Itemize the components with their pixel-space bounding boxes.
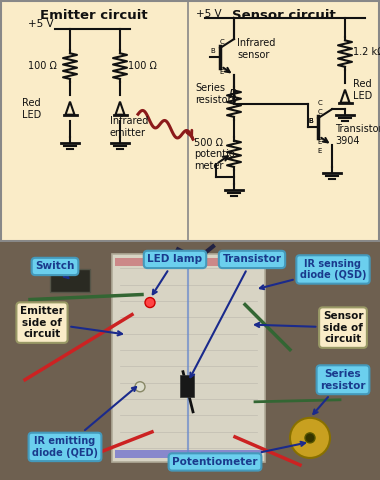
Text: 1.2 kΩ: 1.2 kΩ: [353, 47, 380, 57]
Text: C: C: [220, 39, 224, 45]
Bar: [115, 258, 262, 266]
Bar: [112, 254, 265, 462]
Text: B: B: [309, 118, 313, 124]
Text: Sensor
side of
circuit: Sensor side of circuit: [255, 311, 363, 344]
Text: IR emitting
diode (QED): IR emitting diode (QED): [32, 387, 136, 458]
Text: Sensor circuit: Sensor circuit: [232, 9, 336, 22]
Text: Infrared
emitter: Infrared emitter: [110, 117, 148, 138]
Circle shape: [290, 418, 330, 458]
Text: 500 Ω
potentio-
meter: 500 Ω potentio- meter: [194, 138, 238, 171]
Text: LED lamp: LED lamp: [147, 254, 203, 294]
Circle shape: [135, 382, 145, 392]
Text: 100 Ω: 100 Ω: [28, 61, 57, 71]
Text: E: E: [318, 148, 322, 154]
Bar: [50, 269, 90, 291]
Text: $R$: $R$: [228, 88, 238, 101]
Text: B: B: [211, 48, 215, 54]
Polygon shape: [116, 102, 125, 115]
Text: Potentiometer: Potentiometer: [172, 442, 305, 467]
Bar: [180, 375, 194, 397]
Text: Emitter circuit: Emitter circuit: [40, 9, 148, 22]
Polygon shape: [340, 90, 350, 103]
Text: Transistor: Transistor: [190, 254, 282, 377]
Text: +5 V: +5 V: [196, 9, 222, 19]
Text: Red
LED: Red LED: [22, 98, 41, 120]
Text: E: E: [318, 139, 322, 145]
Text: IR sensing
diode (QSD): IR sensing diode (QSD): [260, 259, 366, 289]
Circle shape: [305, 433, 315, 443]
Text: Emitter
side of
circuit: Emitter side of circuit: [20, 306, 122, 339]
Text: 100 Ω: 100 Ω: [128, 61, 157, 71]
Text: Transistor
3904: Transistor 3904: [335, 124, 380, 146]
Circle shape: [145, 298, 155, 308]
Bar: [115, 450, 262, 458]
Text: Red
LED: Red LED: [353, 79, 372, 101]
Text: Infrared
sensor: Infrared sensor: [237, 38, 276, 60]
Text: Series
resistor: Series resistor: [314, 369, 366, 414]
Text: E: E: [220, 69, 224, 75]
Text: C: C: [318, 100, 322, 106]
Text: Series
resistors: Series resistors: [195, 84, 237, 105]
Text: Switch: Switch: [35, 262, 75, 278]
Text: C: C: [318, 109, 322, 115]
Text: B: B: [309, 118, 313, 124]
Polygon shape: [65, 102, 74, 115]
Text: +5 V: +5 V: [28, 19, 54, 29]
